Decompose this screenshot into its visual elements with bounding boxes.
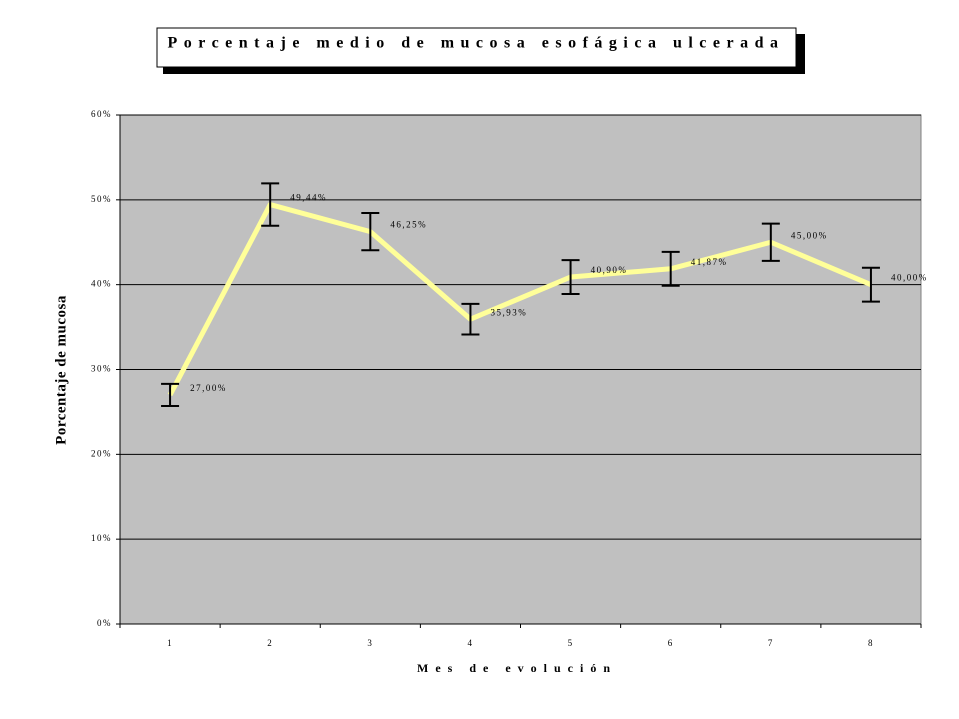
data-label: 40,90%: [591, 265, 628, 275]
chart-title: Porcentaje medio de mucosa esofágica ulc…: [167, 35, 784, 52]
data-label: 41,87%: [691, 257, 728, 267]
x-tick-label: 6: [668, 638, 674, 648]
x-tick-label: 1: [167, 638, 173, 648]
y-tick-label: 10%: [91, 533, 112, 543]
error-bar: [261, 182, 280, 227]
x-tick-label: 4: [467, 638, 473, 648]
x-tick-label: 8: [868, 638, 874, 648]
error-bar: [761, 222, 780, 262]
data-line: [167, 202, 872, 397]
y-tick-label: 60%: [91, 109, 112, 119]
error-bar: [461, 302, 480, 336]
error-bar: [161, 382, 180, 407]
y-axis-label: Porcentaje de mucosa: [53, 295, 69, 445]
x-tick-label: 3: [367, 638, 373, 648]
y-tick-label: 50%: [91, 194, 112, 204]
y-tick-label: 0%: [97, 618, 112, 628]
data-label: 27,00%: [190, 383, 227, 393]
y-tick-label: 30%: [91, 364, 112, 374]
error-bar: [861, 266, 880, 303]
x-tick-label: 2: [267, 638, 273, 648]
y-tick-label: 20%: [91, 448, 112, 458]
x-axis-label: Mes de evolución: [417, 661, 617, 675]
x-tick-label: 7: [768, 638, 774, 648]
data-label: 40,00%: [891, 273, 928, 283]
error-bar: [661, 250, 680, 287]
data-label: 45,00%: [791, 230, 828, 240]
data-label: 49,44%: [290, 193, 327, 203]
y-tick-label: 40%: [91, 279, 112, 289]
title-box: [156, 27, 797, 68]
x-tick-label: 5: [568, 638, 574, 648]
error-bar: [361, 211, 380, 252]
data-label: 35,93%: [490, 307, 527, 317]
data-label: 46,25%: [390, 220, 427, 230]
error-bar: [561, 259, 580, 295]
